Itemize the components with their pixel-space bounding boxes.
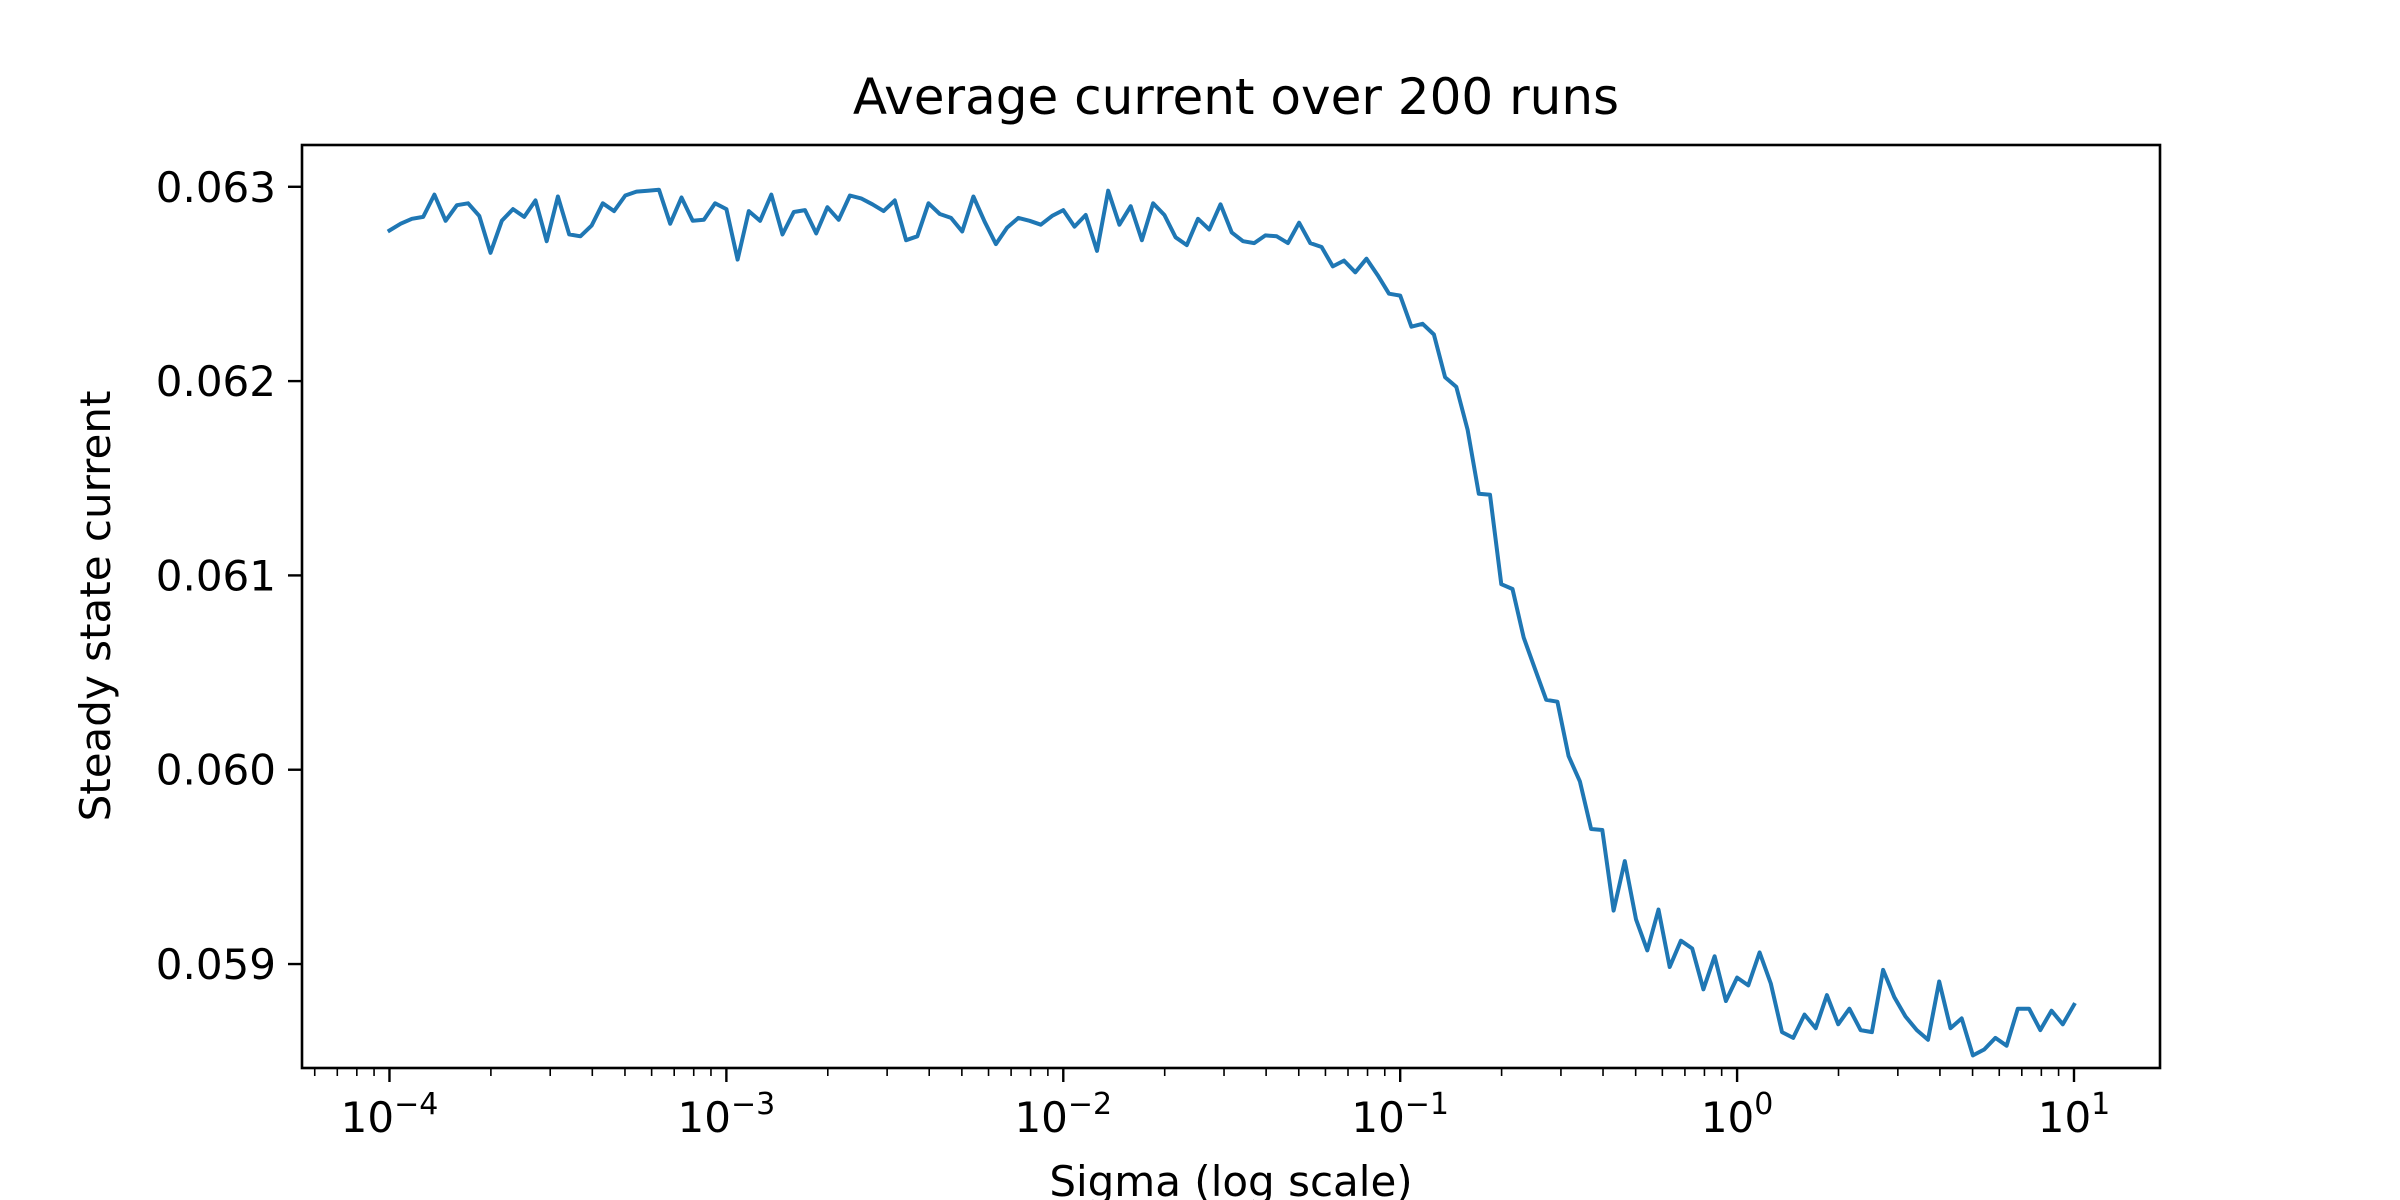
x-tick-label: 10−2	[1014, 1087, 1112, 1142]
chart-title: Average current over 200 runs	[853, 68, 1619, 126]
y-axis-label: Steady state current	[71, 391, 120, 822]
x-tick-label: 101	[2038, 1087, 2111, 1142]
y-tick-label: 0.060	[156, 746, 276, 795]
y-tick-label: 0.062	[156, 357, 276, 406]
y-tick-label: 0.063	[156, 163, 276, 212]
y-tick-label: 0.061	[156, 551, 276, 600]
y-tick-label: 0.059	[156, 940, 276, 989]
x-tick-label: 100	[1701, 1087, 1774, 1142]
x-tick-label: 10−3	[678, 1087, 776, 1142]
x-axis: 10−4 10−3 10−2 10−1 100 101	[313, 1068, 2111, 1142]
x-tick-label: 10−1	[1351, 1087, 1449, 1142]
y-axis: 0.059 0.060 0.061 0.062 0.063	[156, 163, 302, 989]
x-axis-label: Sigma (log scale)	[1049, 1157, 1412, 1200]
x-tick-label: 10−4	[341, 1087, 439, 1142]
plot-area	[386, 187, 2077, 1058]
axes-frame	[300, 143, 2162, 1070]
series-line	[386, 187, 2077, 1058]
